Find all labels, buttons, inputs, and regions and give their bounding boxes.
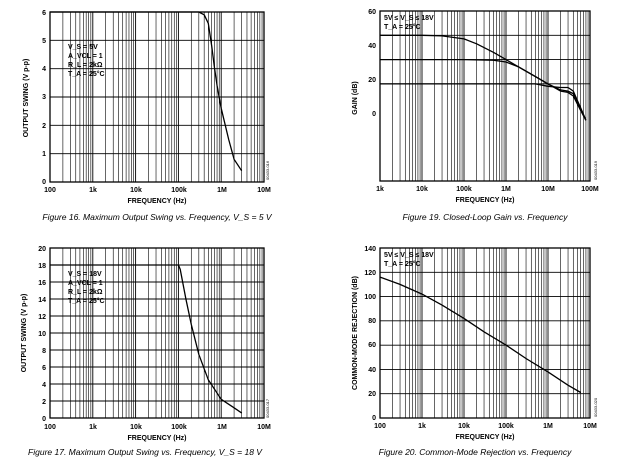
fig20-plot-frame [379,247,591,419]
fig19-annotation-ta: T_A = 25°C [384,23,421,31]
fig17-plot-frame [49,247,265,419]
fig17-x-tick-1k: 1k [89,424,97,431]
fig17-x-tick-10k: 10k [130,424,142,431]
fig17-y-tick-8: 8 [42,348,46,355]
fig17-x-tick-100k: 100k [171,424,187,431]
chart-fig20: 140 120 100 80 60 40 20 0 100 1k 10k 100… [352,246,598,457]
fig17-y-tick-10: 10 [38,331,46,338]
fig16-annotation-rl: R_L = 2kΩ [68,62,103,69]
fig17-annotation-rl: R_L = 2kΩ [68,289,103,296]
fig20-x-axis-label: FREQUENCY (Hz) [456,434,515,441]
fig16-x-tick-10M: 10M [257,187,271,194]
fig20-x-tick-100: 100 [374,423,386,430]
fig16-caption: Figure 16. Maximum Output Swing vs. Freq… [42,212,273,222]
fig20-x-tick-1M: 1M [543,423,553,430]
fig19-y-tick-60: 60 [368,9,376,16]
fig16-grid [49,11,264,183]
fig19-x-tick-100k: 100k [456,186,472,193]
fig19-x-tick-10k: 10k [416,186,428,193]
fig19-y-tick-0: 0 [372,111,376,118]
fig19-series-line-0 [380,34,587,121]
fig19-plot-frame [379,10,591,182]
fig19-x-tick-1k: 1k [376,186,384,193]
fig17-x-axis-label: FREQUENCY (Hz) [128,435,187,442]
fig16-y-tick-3: 3 [42,94,46,101]
fig20-y-tick-120: 120 [364,270,376,277]
fig20-annotation-ta: T_A = 25°C [384,260,421,268]
fig20-y-tick-60: 60 [368,342,376,349]
fig20-y-axis-label: COMMON-MODE REJECTION (dB) [352,276,359,390]
fig16-figure-code: 00433-016 [265,160,270,180]
fig17-figure-code: 00433-017 [265,398,270,418]
fig16-x-tick-1k: 1k [89,187,97,194]
fig17-x-tick-1M: 1M [217,424,227,431]
fig17-y-tick-14: 14 [38,297,46,304]
fig17-y-tick-0: 0 [42,416,46,423]
fig20-y-tick-0: 0 [372,415,376,422]
fig16-x-tick-1M: 1M [217,187,227,194]
fig19-annotation-vs: 5V ≤ V_S ≤ 18V [384,15,434,22]
fig16-x-tick-100k: 100k [171,187,187,194]
fig19-series-line-2 [380,83,587,121]
fig17-y-axis-label: OUTPUT SWING (V p-p) [21,294,28,373]
fig16-y-tick-2: 2 [42,123,46,130]
fig19-grid [379,10,590,181]
chart-fig19: 60 40 20 0 1k 10k 100k 1M 10M 100M FREQU… [352,9,599,222]
fig17-y-tick-16: 16 [38,280,46,287]
fig19-x-tick-100M: 100M [581,186,599,193]
fig16-y-tick-1: 1 [42,151,46,158]
fig20-figure-code: 00433-020 [593,397,598,417]
fig16-annotation-avcl: A_VCL = 1 [68,53,103,60]
fig20-y-tick-140: 140 [364,246,376,253]
fig19-y-tick-20: 20 [368,77,376,84]
fig20-y-tick-100: 100 [364,294,376,301]
fig20-x-tick-10k: 10k [458,423,470,430]
fig17-series-line-0 [50,264,242,414]
fig16-series-line-0 [50,11,243,172]
fig16-y-axis-label: OUTPUT SWING (V p-p) [23,59,30,138]
fig20-y-tick-20: 20 [368,391,376,398]
fig17-annotation-vs: V_S = 18V [68,271,102,278]
fig19-x-tick-10M: 10M [541,186,555,193]
fig16-y-tick-5: 5 [42,38,46,45]
fig17-y-tick-18: 18 [38,263,46,270]
fig20-x-tick-1k: 1k [418,423,426,430]
fig16-x-tick-100: 100 [44,187,56,194]
fig20-series-line-0 [379,276,582,394]
fig17-y-tick-6: 6 [42,365,46,372]
fig17-x-tick-10M: 10M [257,424,271,431]
fig20-x-tick-10M: 10M [583,423,597,430]
fig17-caption: Figure 17. Maximum Output Swing vs. Freq… [28,447,263,457]
fig17-annotation-avcl: A_VCL = 1 [68,280,103,287]
fig19-x-axis-label: FREQUENCY (Hz) [456,197,515,204]
fig17-x-tick-100: 100 [44,424,56,431]
fig16-y-tick-0: 0 [42,179,46,186]
fig16-x-axis-label: FREQUENCY (Hz) [128,198,187,205]
fig20-annotation-vs: 5V ≤ V_S ≤ 18V [384,252,434,259]
fig19-y-axis-label: GAIN (dB) [352,81,359,114]
fig19-x-tick-1M: 1M [501,186,511,193]
fig17-y-tick-20: 20 [38,246,46,253]
fig16-y-tick-6: 6 [42,10,46,17]
fig16-y-tick-4: 4 [42,66,46,73]
fig20-y-tick-80: 80 [368,318,376,325]
fig19-series-line-1 [380,58,587,121]
fig17-y-tick-4: 4 [42,382,46,389]
fig17-y-tick-2: 2 [42,399,46,406]
fig16-x-tick-10k: 10k [130,187,142,194]
chart-fig16: 6 5 4 3 2 1 0 100 1k 10k 100k 1M 10M FRE… [23,10,273,222]
fig20-y-tick-40: 40 [368,367,376,374]
fig20-x-tick-100k: 100k [498,423,514,430]
fig20-caption: Figure 20. Common-Mode Rejection vs. Fre… [379,447,572,457]
fig17-y-tick-12: 12 [38,314,46,321]
fig19-figure-code: 00433-019 [593,160,598,180]
chart-fig17: 20 18 16 14 12 10 8 6 4 2 0 100 1k 10k 1… [21,246,271,457]
fig19-y-tick-40: 40 [368,43,376,50]
fig19-caption: Figure 19. Closed-Loop Gain vs. Frequenc… [403,212,569,222]
